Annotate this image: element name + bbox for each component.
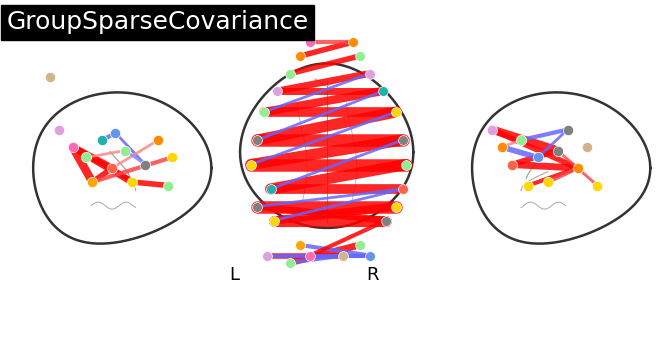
Point [295,53,306,59]
Point [166,155,177,160]
Point [265,186,276,192]
Point [252,137,263,143]
Point [401,162,411,167]
Point [87,179,98,185]
Point [397,137,408,143]
Point [523,183,533,188]
Point [140,162,150,167]
Point [397,186,408,192]
Point [67,144,78,150]
Point [272,88,282,94]
Point [552,148,563,153]
Point [120,148,131,153]
Point [295,242,306,248]
Point [364,253,375,258]
Point [572,165,583,171]
Point [348,39,358,45]
Point [378,88,388,94]
Point [153,137,164,143]
Point [262,253,273,258]
Point [516,137,527,143]
Point [486,127,497,132]
Point [391,109,401,115]
Point [496,144,507,150]
Text: GroupSparseCovariance: GroupSparseCovariance [7,10,309,35]
Point [269,218,279,223]
Point [81,155,91,160]
Point [354,242,365,248]
Point [110,130,121,136]
Point [543,179,553,185]
Point [127,179,137,185]
Point [163,183,174,188]
Text: L: L [229,266,240,284]
Point [354,53,365,59]
Point [54,127,65,132]
Text: R: R [367,266,379,284]
Point [592,183,603,188]
Point [391,204,401,209]
Point [562,127,573,132]
Point [381,218,391,223]
Point [582,144,593,150]
Point [285,260,296,265]
Point [44,74,55,80]
Point [107,165,117,171]
Point [252,204,263,209]
Point [533,155,543,160]
Point [338,253,348,258]
Point [305,39,315,45]
Point [246,162,256,167]
Point [364,71,375,76]
Point [97,137,108,143]
Point [506,162,517,167]
Point [285,71,296,76]
Point [259,109,269,115]
Point [305,253,315,258]
